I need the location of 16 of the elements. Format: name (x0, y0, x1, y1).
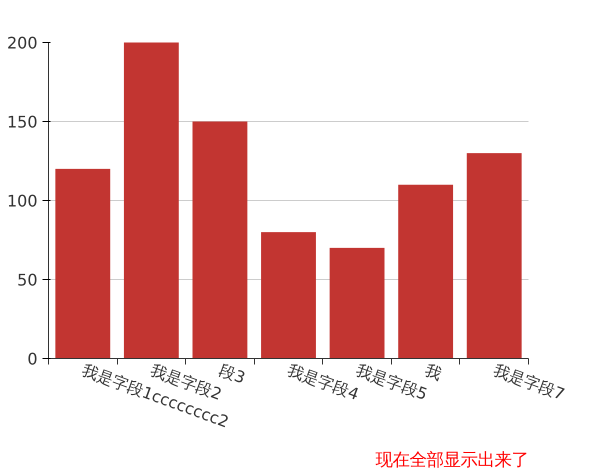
bar (124, 42, 179, 358)
x-tick-label: 我是字段7 (490, 360, 568, 404)
bar (398, 184, 454, 358)
y-tick-label: 100 (6, 192, 38, 210)
x-tick-label: 段3 (216, 360, 248, 388)
y-tick-label: 200 (6, 34, 38, 52)
bar (466, 153, 522, 358)
y-tick-label: 0 (27, 350, 38, 368)
x-tick-label: 我 (422, 360, 444, 384)
text: 现在全部显示出来了 (376, 450, 528, 470)
bar (55, 168, 110, 358)
bar (261, 232, 316, 358)
y-tick-label: 50 (17, 270, 38, 290)
bar (330, 248, 384, 358)
y-tick-label: 150 (6, 112, 38, 132)
bar (192, 122, 248, 358)
